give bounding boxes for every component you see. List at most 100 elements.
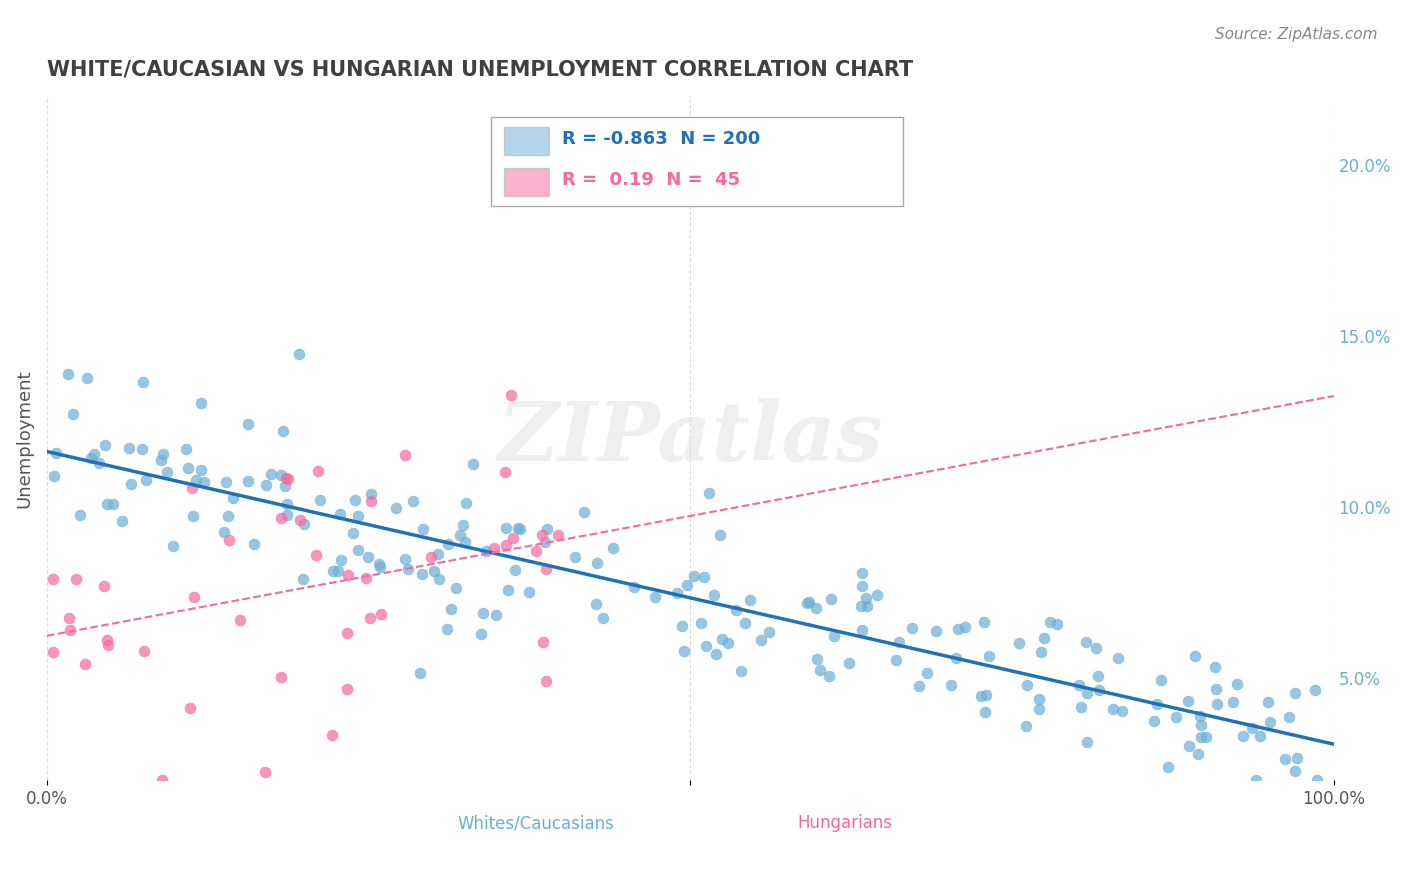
Point <box>623 581 645 595</box>
Point <box>1157 760 1180 774</box>
Point <box>190 462 212 476</box>
Point <box>1102 702 1125 716</box>
Point <box>470 626 492 640</box>
Point <box>291 573 314 587</box>
Point <box>344 493 367 508</box>
Point <box>1033 631 1056 645</box>
Point <box>1241 721 1264 735</box>
Text: ZIPatlas: ZIPatlas <box>498 399 883 478</box>
Point <box>534 673 557 688</box>
Point <box>444 581 467 595</box>
Point <box>703 588 725 602</box>
Point <box>973 615 995 629</box>
Point <box>89 456 111 470</box>
Point <box>73 657 96 672</box>
Text: Source: ZipAtlas.com: Source: ZipAtlas.com <box>1215 27 1378 42</box>
Point <box>360 487 382 501</box>
Point <box>270 467 292 482</box>
Point <box>1284 686 1306 700</box>
Point <box>1177 693 1199 707</box>
Point <box>531 528 554 542</box>
Point <box>925 624 948 638</box>
Point <box>974 688 997 702</box>
Point <box>180 481 202 495</box>
Point <box>671 619 693 633</box>
Point <box>749 632 772 647</box>
Point <box>290 513 312 527</box>
Point <box>360 494 382 508</box>
Point <box>1039 615 1062 629</box>
Text: WHITE/CAUCASIAN VS HUNGARIAN UNEMPLOYMENT CORRELATION CHART: WHITE/CAUCASIAN VS HUNGARIAN UNEMPLOYMEN… <box>46 60 912 79</box>
Point <box>359 611 381 625</box>
Point <box>454 496 477 510</box>
Point <box>111 514 134 528</box>
Point <box>1206 697 1229 711</box>
Point <box>1184 648 1206 663</box>
Point <box>236 417 259 432</box>
Point <box>1286 751 1309 765</box>
Point <box>711 632 734 646</box>
Point <box>644 591 666 605</box>
Point <box>461 457 484 471</box>
Point <box>62 407 84 421</box>
Point <box>152 447 174 461</box>
Point <box>370 607 392 622</box>
Point <box>347 543 370 558</box>
Point <box>321 728 343 742</box>
Point <box>1074 635 1097 649</box>
Point <box>709 528 731 542</box>
Point <box>740 592 762 607</box>
Point <box>697 486 720 500</box>
Point <box>412 522 434 536</box>
Point <box>132 375 155 389</box>
Point <box>276 497 298 511</box>
Point <box>945 651 967 665</box>
Point <box>817 669 839 683</box>
Point <box>690 616 713 631</box>
Point <box>1187 747 1209 761</box>
Point <box>675 578 697 592</box>
Point <box>495 521 517 535</box>
Point <box>977 649 1000 664</box>
Point <box>1111 704 1133 718</box>
Point <box>474 544 496 558</box>
Point <box>855 591 877 605</box>
Point <box>101 498 124 512</box>
Point <box>534 562 557 576</box>
Point <box>508 521 530 535</box>
Point <box>1088 683 1111 698</box>
Point <box>592 610 614 624</box>
Point <box>1244 773 1267 788</box>
Point <box>806 652 828 666</box>
Point <box>436 622 458 636</box>
Point <box>356 549 378 564</box>
Point <box>884 653 907 667</box>
Point <box>212 525 235 540</box>
Point <box>494 465 516 479</box>
Point <box>725 603 748 617</box>
Point <box>183 590 205 604</box>
Point <box>45 446 67 460</box>
Point <box>602 541 624 556</box>
Point <box>58 368 80 382</box>
Point <box>218 533 240 547</box>
Point <box>1028 692 1050 706</box>
Point <box>536 522 558 536</box>
Point <box>1188 708 1211 723</box>
Point <box>451 518 474 533</box>
Point <box>1194 730 1216 744</box>
Point <box>229 613 252 627</box>
Point <box>820 592 842 607</box>
Point <box>328 564 350 578</box>
Point <box>509 521 531 535</box>
Point <box>162 539 184 553</box>
Point <box>440 602 463 616</box>
Point <box>1046 617 1069 632</box>
Point <box>900 621 922 635</box>
Point <box>309 493 332 508</box>
Point <box>329 507 352 521</box>
Point <box>215 475 238 489</box>
Point <box>449 528 471 542</box>
Point <box>917 665 939 680</box>
Point <box>270 511 292 525</box>
